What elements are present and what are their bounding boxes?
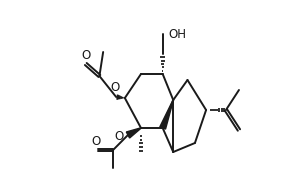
- Text: O: O: [114, 130, 123, 143]
- Text: O: O: [110, 81, 119, 94]
- Polygon shape: [160, 100, 173, 129]
- Text: OH: OH: [168, 28, 186, 40]
- Polygon shape: [126, 128, 141, 138]
- Text: O: O: [81, 49, 91, 62]
- Text: O: O: [91, 135, 101, 148]
